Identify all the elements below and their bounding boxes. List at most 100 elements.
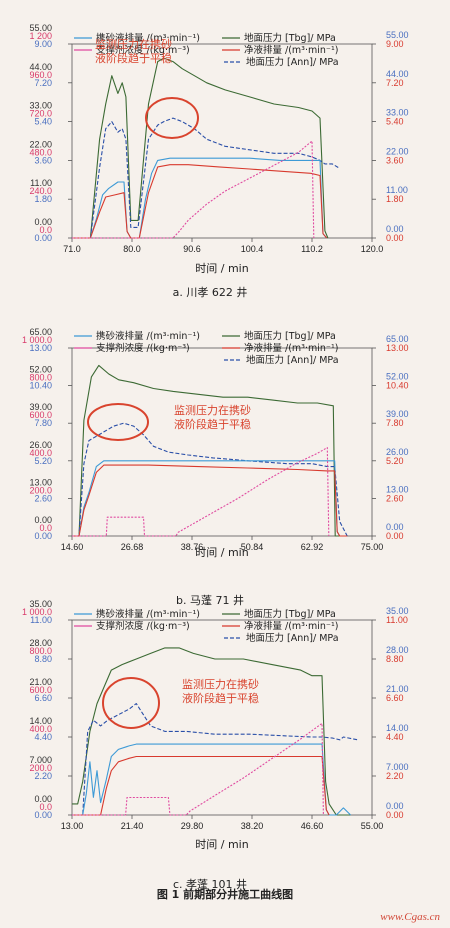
left-tick-label: 11.00	[30, 615, 52, 625]
right-tick-label: 14.00	[386, 723, 409, 733]
legend-label: 净液排量 /(m³·min⁻¹)	[244, 44, 338, 56]
series-line-5	[72, 722, 324, 816]
annotation-text: 监测压力在携砂	[182, 677, 259, 691]
left-tick-label: 14.00	[29, 716, 52, 726]
left-tick-label: 6.60	[34, 693, 52, 703]
left-tick-label: 22.00	[29, 139, 52, 149]
left-tick-label: 1 000.0	[22, 335, 52, 345]
left-tick-label: 600.0	[29, 685, 52, 695]
left-tick-label: 52.00	[29, 365, 52, 375]
left-tick-label: 3.60	[34, 155, 52, 165]
right-tick-label: 35.00	[386, 606, 409, 616]
series-line-3	[72, 460, 341, 537]
left-tick-label: 2.20	[34, 771, 52, 781]
left-tick-label: 7.80	[34, 418, 52, 428]
left-tick-label: 1.80	[34, 194, 52, 204]
right-tick-label: 21.00	[386, 684, 409, 694]
x-axis-label: 时间 / min	[195, 546, 248, 559]
left-tick-label: 800.0	[29, 646, 52, 656]
x-tick-label: 38.20	[241, 821, 264, 831]
annotation-text: 液阶段趋于平稳	[95, 51, 172, 65]
x-tick-label: 46.60	[301, 821, 324, 831]
right-tick-label: 44.00	[386, 69, 409, 79]
x-tick-label: 55.00	[361, 821, 384, 831]
left-tick-label: 480.0	[29, 147, 52, 157]
right-tick-label: 28.00	[386, 645, 409, 655]
left-tick-label: 33.00	[29, 101, 52, 111]
left-tick-label: 55.00	[29, 23, 52, 33]
x-tick-label: 90.6	[183, 244, 201, 254]
legend-label: 携砂液排量 /(m³·min⁻¹)	[96, 608, 200, 620]
left-tick-label: 44.00	[29, 62, 52, 72]
right-tick-label: 4.40	[386, 732, 404, 742]
right-tick-label: 0.00	[386, 233, 404, 243]
right-tick-label: 13.00	[386, 343, 409, 353]
x-tick-label: 120.0	[361, 244, 384, 254]
right-tick-label: 0.00	[386, 531, 404, 541]
right-tick-label: 7.000	[386, 762, 409, 772]
x-tick-label: 38.76	[181, 542, 204, 552]
right-tick-label: 3.60	[386, 155, 404, 165]
right-tick-label: 6.60	[386, 693, 404, 703]
legend-label: 支撑剂浓度 /(kg·m⁻³)	[96, 44, 190, 56]
right-tick-label: 0.00	[386, 810, 404, 820]
right-tick-label: 2.20	[386, 771, 404, 781]
left-tick-label: 4.40	[34, 732, 52, 742]
left-tick-label: 800.0	[29, 373, 52, 383]
x-tick-label: 100.4	[241, 244, 264, 254]
legend-label: 支撑剂浓度 /(kg·m⁻³)	[96, 620, 190, 632]
series-line-5	[72, 447, 330, 537]
x-tick-label: 26.68	[121, 542, 144, 552]
right-tick-label: 0.00	[386, 522, 404, 532]
left-tick-label: 11.00	[30, 178, 52, 188]
figure-caption: 图 1 前期部分井施工曲线图	[157, 887, 293, 901]
x-tick-label: 21.40	[121, 821, 144, 831]
x-tick-label: 80.0	[123, 244, 141, 254]
series-line-2	[72, 703, 358, 816]
legend-label: 携砂液排量 /(m³·min⁻¹)	[96, 32, 200, 44]
annotation-text: 液阶段趋于平稳	[182, 691, 259, 705]
series-line-2	[72, 117, 339, 239]
right-tick-label: 65.00	[386, 334, 409, 344]
left-tick-label: 200.0	[29, 763, 52, 773]
left-tick-label: 9.00	[34, 39, 52, 49]
left-tick-label: 1 000.0	[22, 607, 52, 617]
right-tick-label: 7.20	[386, 78, 404, 88]
right-tick-label: 0.00	[386, 801, 404, 811]
right-tick-label: 1.80	[386, 194, 404, 204]
left-tick-label: 0.00	[34, 233, 52, 243]
x-tick-label: 14.60	[61, 542, 84, 552]
left-tick-label: 0.0	[39, 802, 52, 812]
left-tick-label: 35.00	[29, 599, 52, 609]
left-tick-label: 960.0	[29, 70, 52, 80]
left-tick-label: 39.00	[29, 402, 52, 412]
left-tick-label: 400.0	[29, 448, 52, 458]
series-line-1	[72, 364, 348, 537]
left-tick-label: 720.0	[29, 109, 52, 119]
x-tick-label: 29.80	[181, 821, 204, 831]
left-tick-label: 7.000	[29, 755, 52, 765]
watermark: www.Cgas.cn	[380, 911, 440, 923]
left-tick-label: 400.0	[29, 724, 52, 734]
right-tick-label: 11.00	[386, 185, 408, 195]
series-line-4	[72, 755, 330, 816]
right-tick-label: 11.00	[386, 615, 408, 625]
left-tick-label: 26.00	[29, 440, 52, 450]
subcaption: a. 川孝 622 井	[173, 285, 248, 299]
series-line-1	[72, 57, 329, 239]
left-tick-label: 0.00	[34, 794, 52, 804]
left-tick-label: 10.40	[29, 381, 52, 391]
annotation-ellipse	[102, 677, 160, 729]
subcaption: c. 孝蓬 101 井	[173, 877, 247, 891]
x-tick-label: 71.0	[63, 244, 81, 254]
x-axis-label: 时间 / min	[195, 838, 248, 851]
x-tick-label: 62.92	[301, 542, 324, 552]
plot-frame	[71, 43, 373, 239]
chart-panel-1: 0.00 1.80 3.60 5.40 7.20 9.00 0.0 240.0 480.0 720…	[29, 23, 408, 299]
left-tick-label: 5.20	[34, 456, 52, 466]
right-tick-label: 13.00	[386, 484, 409, 494]
legend-label: 支撑剂浓度 /(kg·m⁻³)	[96, 342, 190, 354]
left-tick-label: 28.00	[29, 638, 52, 648]
left-tick-label: 0.0	[39, 225, 52, 235]
